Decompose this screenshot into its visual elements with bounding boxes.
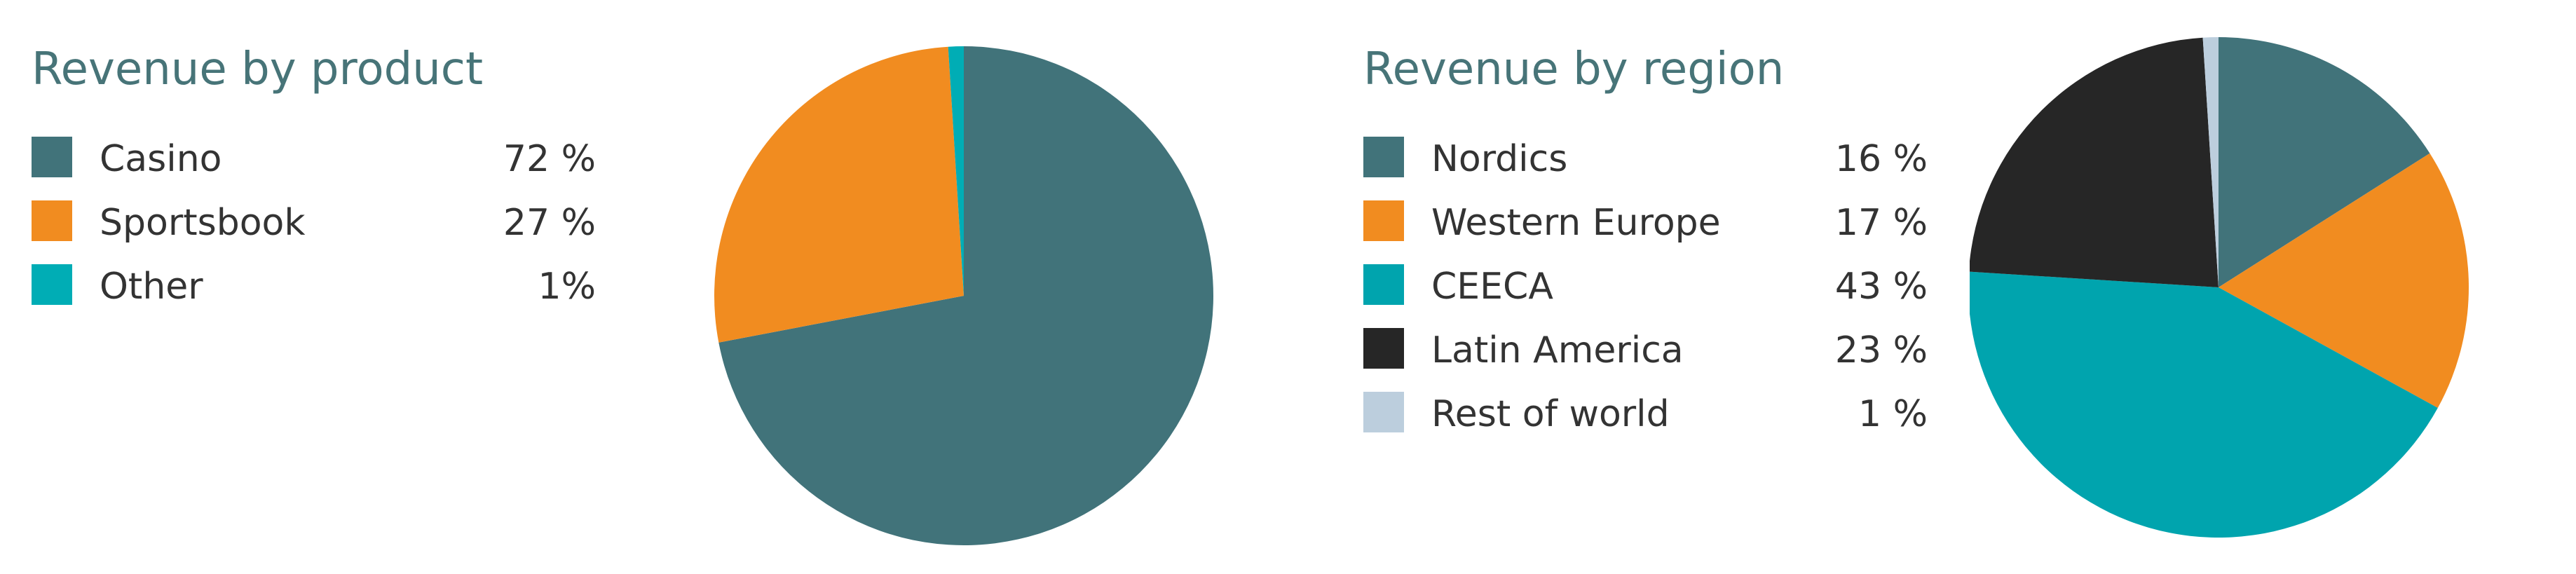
legend-swatch bbox=[32, 264, 72, 305]
legend-value: 1% bbox=[538, 266, 597, 308]
pie-slice-sportsbook bbox=[714, 46, 964, 343]
region-chart-title: Revenue by region bbox=[1363, 43, 1785, 95]
region-legend: Nordics 16 % Western Europe 17 % CEECA 43 % La… bbox=[1363, 137, 1928, 456]
legend-swatch bbox=[1363, 328, 1404, 369]
product-chart-title: Revenue by product bbox=[32, 43, 484, 95]
pie-slice-ceeca bbox=[1970, 271, 2438, 538]
region-chart-panel: Revenue by region Nordics 16 % Western Eur… bbox=[1332, 0, 2576, 574]
legend-item-latin-america: Latin America 23 % bbox=[1363, 328, 1928, 392]
pie-slice-rest-of-world bbox=[2202, 36, 2219, 287]
pie-slice-nordics bbox=[2219, 37, 2430, 287]
legend-swatch bbox=[1363, 392, 1404, 432]
legend-swatch bbox=[32, 137, 72, 177]
pie-slice-western-europe bbox=[2219, 153, 2469, 408]
legend-item-sportsbook: Sportsbook 27 % bbox=[32, 200, 596, 264]
product-legend: Casino 72 % Sportsbook 27 % Other 1% bbox=[32, 137, 596, 328]
region-pie-chart bbox=[1970, 36, 2469, 538]
legend-swatch bbox=[1363, 137, 1404, 177]
legend-value: 23 % bbox=[1834, 329, 1928, 371]
legend-label: Casino bbox=[100, 138, 222, 180]
legend-label: Nordics bbox=[1431, 138, 1568, 180]
legend-swatch bbox=[1363, 200, 1404, 241]
product-pie-chart bbox=[714, 46, 1214, 545]
product-chart-panel: Revenue by product Casino 72 % Sportsbook 2… bbox=[32, 43, 1214, 545]
legend-value: 43 % bbox=[1834, 266, 1928, 308]
legend-value: 1 % bbox=[1858, 393, 1928, 435]
legend-value: 27 % bbox=[503, 202, 596, 244]
legend-item-ceeca: CEECA 43 % bbox=[1363, 264, 1928, 328]
legend-item-nordics: Nordics 16 % bbox=[1363, 137, 1928, 200]
pie-slice-latin-america bbox=[1970, 37, 2219, 287]
legend-label: Other bbox=[100, 266, 203, 308]
pie-slice-other bbox=[948, 46, 964, 296]
legend-value: 72 % bbox=[503, 138, 596, 180]
legend-item-rest-of-world: Rest of world 1 % bbox=[1363, 392, 1928, 456]
legend-value: 17 % bbox=[1834, 202, 1928, 244]
legend-item-western-europe: Western Europe 17 % bbox=[1363, 200, 1928, 264]
legend-label: Latin America bbox=[1431, 329, 1684, 371]
legend-value: 16 % bbox=[1834, 138, 1928, 180]
legend-swatch bbox=[32, 200, 72, 241]
pie-slice-casino bbox=[718, 46, 1214, 545]
legend-item-other: Other 1% bbox=[32, 264, 596, 328]
legend-swatch bbox=[1363, 264, 1404, 305]
legend-item-casino: Casino 72 % bbox=[32, 137, 596, 200]
legend-label: CEECA bbox=[1431, 266, 1553, 308]
legend-label: Sportsbook bbox=[100, 202, 306, 244]
legend-label: Rest of world bbox=[1431, 393, 1670, 435]
legend-label: Western Europe bbox=[1431, 202, 1721, 244]
